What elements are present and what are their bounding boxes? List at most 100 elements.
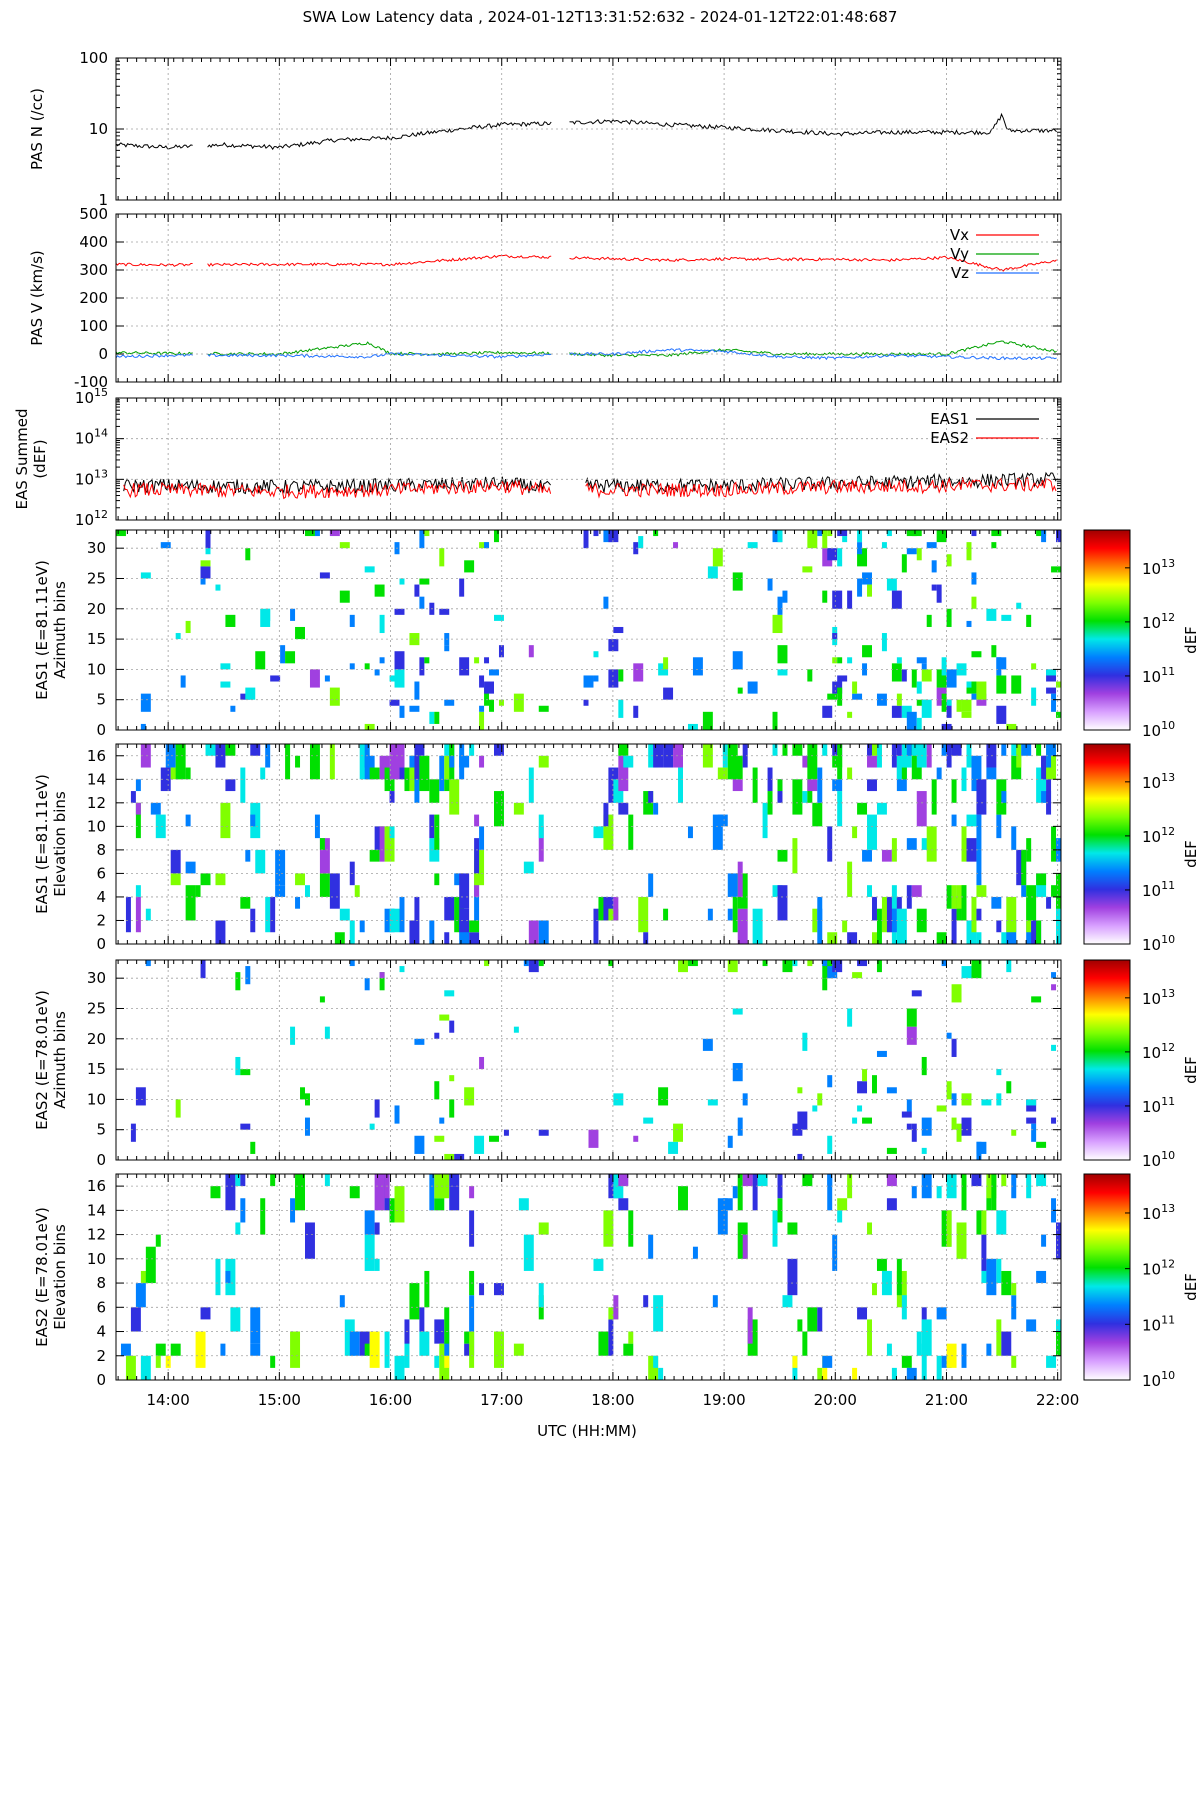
heatmap-cell (648, 873, 654, 897)
y-axis-label: PAS V (km/s) (28, 250, 46, 346)
heatmap-cell (926, 614, 932, 627)
heatmap-cell (737, 908, 748, 944)
colorbar-tick-label: 1012 (1142, 1041, 1175, 1062)
heatmap-cell (513, 693, 524, 712)
heatmap-cell (732, 572, 743, 591)
heatmap-cell (494, 1283, 504, 1296)
heatmap-cell (603, 802, 609, 827)
heatmap-cell (130, 1123, 136, 1142)
heatmap-cell (762, 802, 768, 839)
heatmap-cell (732, 896, 738, 933)
heatmap-cell (215, 744, 226, 768)
heatmap-cell (891, 908, 897, 933)
heatmap-cell (479, 542, 490, 549)
heatmap-cell (608, 960, 614, 967)
heatmap-cell (916, 657, 927, 664)
heatmap-cell (886, 1087, 897, 1094)
heatmap-cell (857, 548, 868, 567)
heatmap-cell (663, 687, 674, 700)
heatmap-cell (847, 711, 853, 718)
heatmap-cell (707, 908, 713, 921)
y-tick-label: 8 (96, 1274, 106, 1292)
heatmap-cell (459, 908, 470, 933)
heatmap-cell (444, 1307, 450, 1344)
heatmap-cell (275, 885, 286, 897)
heatmap-cell (484, 960, 490, 967)
heatmap-cell (384, 908, 395, 933)
heatmap-cell (429, 711, 435, 724)
heatmap-cell (1056, 920, 1061, 944)
heatmap-cell (837, 675, 848, 682)
heatmap-cell (513, 1026, 519, 1033)
heatmap-cell (991, 645, 997, 658)
heatmap-cell (618, 755, 629, 792)
heatmap-cell (1006, 896, 1017, 933)
heatmap-cell (618, 1174, 629, 1187)
heatmap-cell (797, 1319, 803, 1332)
heatmap-cell (976, 1141, 987, 1154)
heatmap-cell (195, 1331, 206, 1368)
colorbar-label: dEF (1182, 1273, 1200, 1301)
heatmap-cell (593, 1258, 604, 1271)
heatmap-cell (727, 873, 738, 897)
heatmap-cell (891, 838, 897, 862)
heatmap-cell (633, 705, 639, 718)
heatmap-cell (737, 1174, 743, 1211)
heatmap-cell (245, 687, 256, 700)
heatmap-cell (414, 896, 420, 921)
heatmap-cell (931, 560, 937, 573)
heatmap-cell (469, 1295, 475, 1332)
heatmap-cell (618, 699, 624, 718)
heatmap-cell (792, 1355, 798, 1368)
heatmap-cell (872, 932, 877, 944)
heatmap-cell (891, 885, 897, 909)
heatmap-cell (971, 896, 977, 933)
x-tick-label: 19:00 (702, 1391, 745, 1409)
legend-label-vy: Vy (950, 245, 969, 263)
y-tick-label: 100 (79, 317, 108, 335)
heatmap-cell (414, 767, 420, 803)
heatmap-cell (285, 744, 291, 780)
heatmap-cell (255, 651, 266, 670)
heatmap-cell (324, 1174, 330, 1187)
heatmap-cell (394, 651, 405, 670)
heatmap-cell (847, 861, 853, 897)
heatmap-cell (732, 651, 743, 670)
heatmap-cell (837, 548, 843, 567)
figure-title: SWA Low Latency data , 2024-01-12T13:31:… (303, 8, 898, 26)
x-axis: 14:00 15:00 16:00 17:00 18:00 19:00 20:00 21:00… (147, 1391, 1080, 1409)
heatmap-cell (722, 1198, 733, 1211)
heatmap-cell (837, 687, 843, 706)
heatmap-cell (986, 608, 997, 621)
heatmap-cell (777, 779, 783, 792)
heatmap-cell (618, 802, 629, 815)
heatmap-cell (319, 838, 325, 850)
heatmap-cell (812, 1105, 818, 1112)
heatmap-cell (130, 1307, 141, 1332)
heatmap-cell (140, 744, 151, 768)
y-tick-label: 1012 (75, 508, 108, 529)
heatmap-cell (971, 960, 982, 979)
y-tick-label: 0 (96, 935, 106, 953)
heatmap-cell (792, 779, 803, 815)
heatmap-cell (702, 711, 713, 730)
heatmap-cell (653, 1295, 664, 1332)
heatmap-cell (444, 1331, 450, 1356)
x-tick-label: 22:00 (1036, 1391, 1079, 1409)
heatmap-cell (767, 767, 773, 792)
heatmap-cell (1051, 826, 1057, 862)
plot-area (125, 744, 1061, 944)
y-tick-label: 25 (87, 999, 106, 1017)
heatmap-cell (364, 978, 370, 991)
heatmap-cell (777, 1174, 783, 1199)
y-tick-label: 2 (96, 1347, 106, 1365)
heatmap-cell (707, 566, 718, 579)
heatmap-cell (951, 1093, 957, 1106)
heatmap-cell (792, 744, 803, 756)
heatmap-cell (175, 633, 181, 640)
heatmap-cell (792, 838, 798, 874)
y-tick-label: 15 (87, 1060, 106, 1078)
heatmap-cell (180, 675, 186, 688)
heatmap-cell (961, 966, 972, 979)
heatmap-cell (319, 873, 330, 897)
